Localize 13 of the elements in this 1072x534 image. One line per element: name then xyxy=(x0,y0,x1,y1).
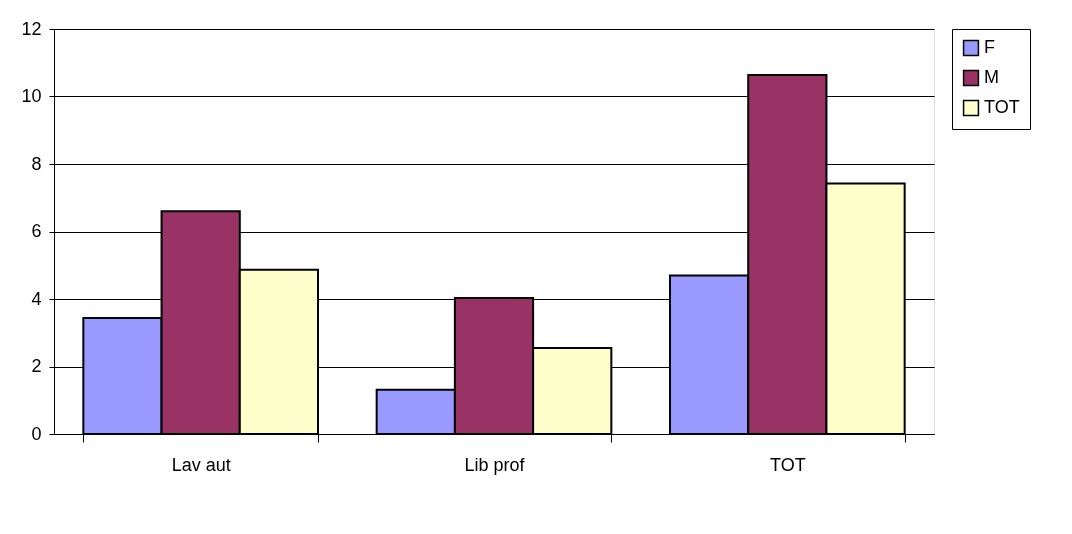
y-tick-label: 10 xyxy=(21,86,42,106)
x-tick-label: TOT xyxy=(770,454,806,475)
legend-label: F xyxy=(984,37,995,57)
y-tick-label: 8 xyxy=(31,153,42,174)
legend-label: M xyxy=(984,67,999,87)
x-tick-label: Lib prof xyxy=(464,454,526,475)
y-tick-label: 6 xyxy=(31,221,42,241)
x-tick-label: Lav aut xyxy=(171,454,231,475)
y-tick-label: 12 xyxy=(21,18,42,39)
y-tick-label: 4 xyxy=(31,288,42,309)
y-tick-label: 0 xyxy=(31,423,42,444)
y-tick-label: 2 xyxy=(31,356,42,376)
legend-label: TOT xyxy=(984,97,1020,117)
